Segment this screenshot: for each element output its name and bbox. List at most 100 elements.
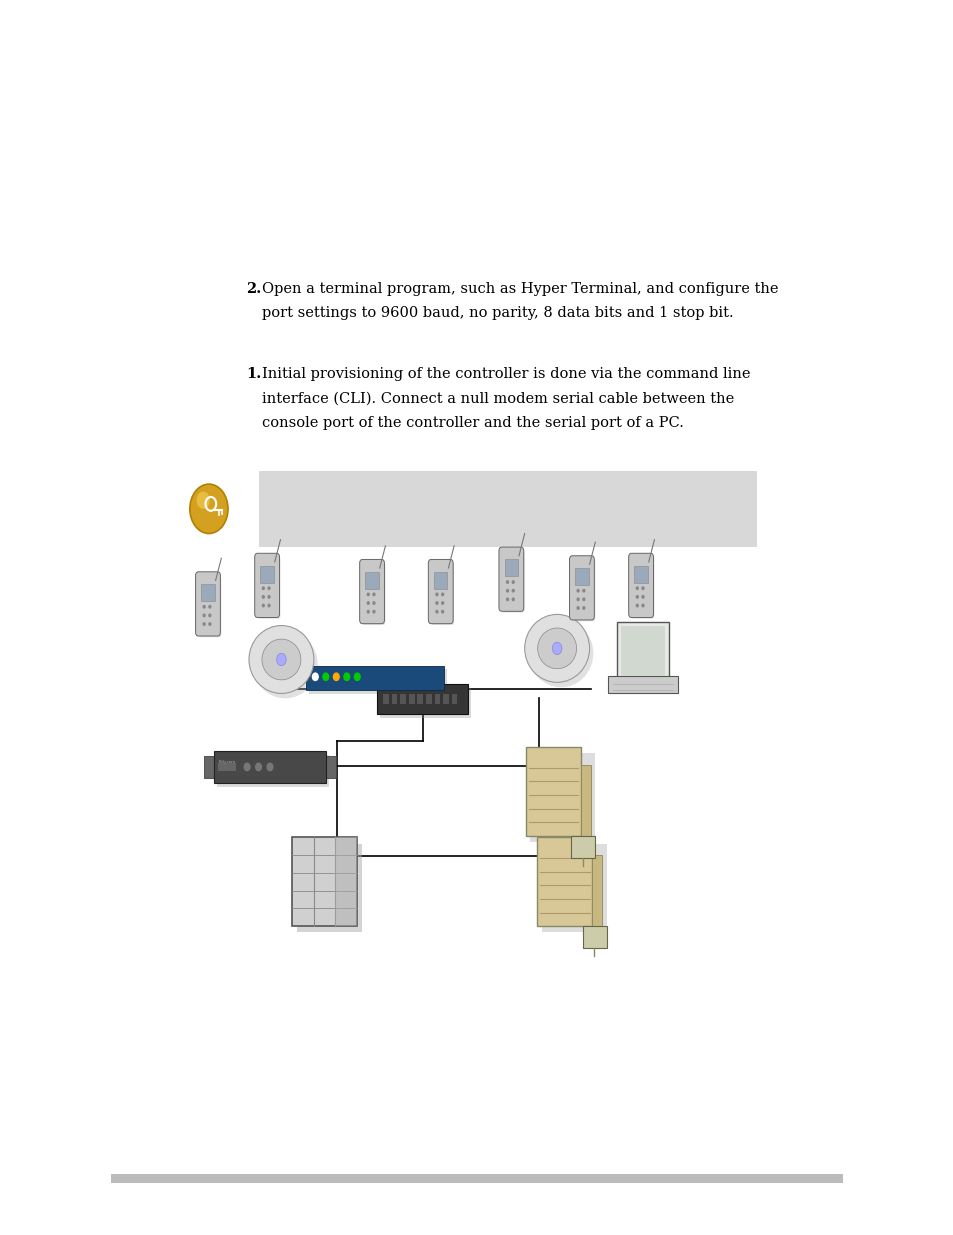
Circle shape xyxy=(262,595,264,598)
Circle shape xyxy=(268,587,270,589)
Circle shape xyxy=(268,604,270,606)
Bar xyxy=(379,688,471,718)
Circle shape xyxy=(577,589,578,592)
Bar xyxy=(408,694,414,704)
Circle shape xyxy=(436,610,437,613)
Circle shape xyxy=(255,763,261,771)
FancyBboxPatch shape xyxy=(537,837,592,926)
Bar xyxy=(305,666,444,690)
Circle shape xyxy=(367,593,369,595)
Circle shape xyxy=(312,673,318,680)
Circle shape xyxy=(367,601,369,604)
Text: port settings to 9600 baud, no parity, 8 data bits and 1 stop bit.: port settings to 9600 baud, no parity, 8… xyxy=(262,306,733,320)
FancyBboxPatch shape xyxy=(617,622,668,679)
Text: 2.: 2. xyxy=(246,282,261,295)
Bar xyxy=(634,566,647,583)
Text: Open a terminal program, such as Hyper Terminal, and configure the: Open a terminal program, such as Hyper T… xyxy=(262,282,778,295)
Bar xyxy=(365,572,378,589)
Text: interface (CLI). Connect a null modem serial cable between the: interface (CLI). Connect a null modem se… xyxy=(262,391,734,405)
Text: console port of the controller and the serial port of a PC.: console port of the controller and the s… xyxy=(262,416,683,430)
Circle shape xyxy=(436,593,437,595)
Bar xyxy=(326,756,335,778)
FancyBboxPatch shape xyxy=(431,563,454,625)
Circle shape xyxy=(268,595,270,598)
Circle shape xyxy=(334,673,339,680)
Circle shape xyxy=(209,614,211,616)
FancyBboxPatch shape xyxy=(359,559,384,624)
Bar xyxy=(260,566,274,583)
Circle shape xyxy=(373,593,375,595)
Circle shape xyxy=(441,601,443,604)
FancyBboxPatch shape xyxy=(607,676,678,693)
FancyBboxPatch shape xyxy=(580,764,590,836)
Circle shape xyxy=(367,610,369,613)
FancyBboxPatch shape xyxy=(530,753,595,842)
Circle shape xyxy=(641,604,643,606)
Text: Initial provisioning of the controller is done via the command line: Initial provisioning of the controller i… xyxy=(262,367,750,380)
FancyBboxPatch shape xyxy=(428,559,453,624)
Circle shape xyxy=(190,484,228,534)
Circle shape xyxy=(582,589,584,592)
Bar xyxy=(391,694,396,704)
Ellipse shape xyxy=(528,620,593,687)
FancyBboxPatch shape xyxy=(628,553,653,618)
Circle shape xyxy=(512,580,514,583)
FancyBboxPatch shape xyxy=(296,844,361,932)
Ellipse shape xyxy=(253,631,317,699)
Circle shape xyxy=(262,587,264,589)
Text: 1.: 1. xyxy=(246,367,261,380)
Circle shape xyxy=(636,604,638,606)
Circle shape xyxy=(641,595,643,598)
Circle shape xyxy=(441,610,443,613)
Bar xyxy=(435,694,439,704)
Ellipse shape xyxy=(524,615,589,683)
Circle shape xyxy=(506,598,508,600)
Circle shape xyxy=(582,606,584,609)
Bar xyxy=(309,669,446,694)
Text: Polycom: Polycom xyxy=(218,761,235,764)
Ellipse shape xyxy=(262,640,300,679)
FancyBboxPatch shape xyxy=(620,626,664,676)
Circle shape xyxy=(373,610,375,613)
Circle shape xyxy=(203,622,205,625)
Circle shape xyxy=(552,642,561,655)
FancyBboxPatch shape xyxy=(572,559,595,621)
Circle shape xyxy=(577,598,578,600)
FancyBboxPatch shape xyxy=(582,926,606,948)
Circle shape xyxy=(322,673,328,680)
FancyBboxPatch shape xyxy=(195,572,220,636)
FancyBboxPatch shape xyxy=(335,837,356,926)
Circle shape xyxy=(203,605,205,608)
Circle shape xyxy=(373,601,375,604)
Circle shape xyxy=(244,763,250,771)
Circle shape xyxy=(276,653,286,666)
Circle shape xyxy=(267,763,273,771)
Circle shape xyxy=(641,587,643,589)
FancyBboxPatch shape xyxy=(569,556,594,620)
Bar xyxy=(204,756,213,778)
Circle shape xyxy=(209,605,211,608)
FancyBboxPatch shape xyxy=(292,837,356,926)
Bar xyxy=(259,471,757,547)
Circle shape xyxy=(262,604,264,606)
Circle shape xyxy=(506,580,508,583)
Bar xyxy=(382,694,389,704)
Circle shape xyxy=(512,589,514,592)
Bar xyxy=(201,584,214,601)
Bar xyxy=(504,559,517,577)
Bar xyxy=(434,572,447,589)
Circle shape xyxy=(577,606,578,609)
Circle shape xyxy=(343,673,350,680)
FancyBboxPatch shape xyxy=(501,551,524,613)
FancyBboxPatch shape xyxy=(592,855,601,926)
Circle shape xyxy=(636,587,638,589)
Circle shape xyxy=(436,601,437,604)
Bar xyxy=(452,694,457,704)
Circle shape xyxy=(582,598,584,600)
Circle shape xyxy=(636,595,638,598)
Circle shape xyxy=(354,673,360,680)
Ellipse shape xyxy=(537,627,576,669)
Circle shape xyxy=(506,589,508,592)
Bar xyxy=(218,763,235,771)
Bar xyxy=(111,1174,842,1183)
